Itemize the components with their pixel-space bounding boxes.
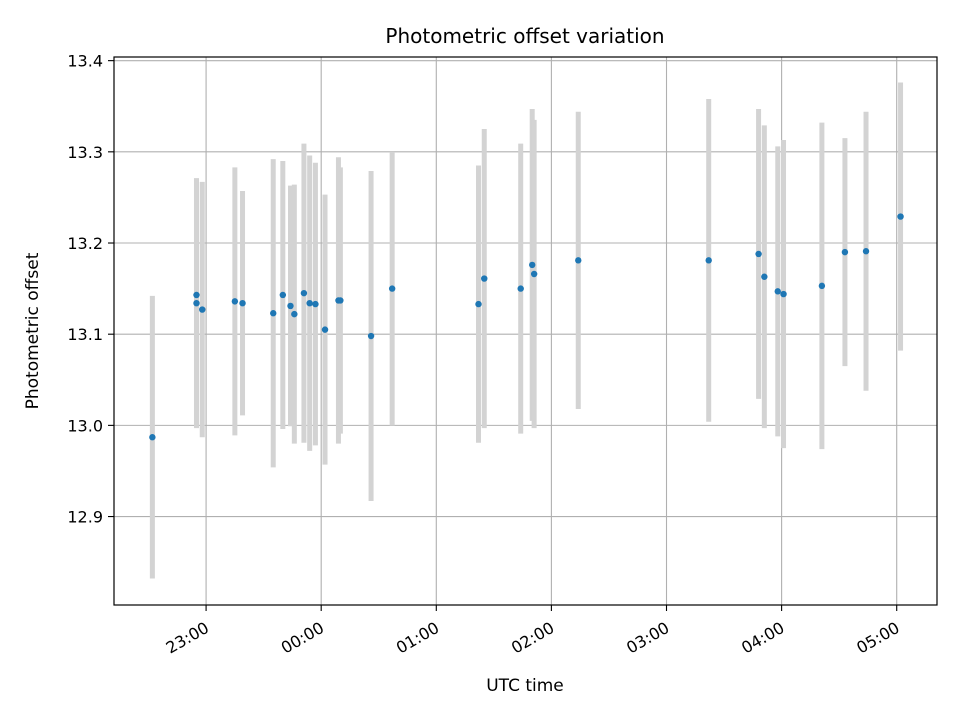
data-point [388, 285, 396, 292]
data-point [897, 213, 904, 220]
data-point [149, 434, 156, 441]
data-point [312, 300, 319, 308]
y-tick-label: 13.4 [67, 52, 103, 71]
data-point [530, 270, 538, 278]
data-point [321, 326, 329, 333]
data-points [149, 213, 904, 441]
data-point [575, 257, 582, 264]
data-point [755, 250, 762, 258]
grid-lines [114, 57, 937, 605]
y-tick-label: 12.9 [67, 508, 103, 527]
data-point [780, 290, 787, 298]
data-point [761, 273, 768, 280]
y-axis-ticks: 12.9 13.0 13.1 13.2 13.3 13.4 [67, 52, 114, 527]
data-point [199, 306, 206, 313]
data-point [337, 297, 344, 304]
data-point [239, 299, 246, 307]
data-point [306, 299, 313, 307]
data-point [231, 298, 239, 305]
data-point [529, 261, 536, 269]
data-point [300, 289, 308, 297]
data-point [481, 275, 488, 282]
data-point [774, 288, 781, 295]
y-tick-label: 13.1 [67, 325, 103, 344]
data-point [475, 300, 482, 308]
chart-title: Photometric offset variation [385, 24, 664, 48]
data-point [279, 291, 287, 299]
data-point [517, 285, 524, 292]
y-axis-label: Photometric offset [23, 252, 43, 409]
y-tick-label: 13.2 [67, 234, 103, 253]
data-point [287, 302, 294, 310]
y-tick-label: 13.3 [67, 143, 103, 162]
data-point [841, 248, 849, 256]
data-point [270, 310, 277, 317]
data-point [291, 310, 298, 318]
plot-frame [113, 56, 938, 606]
data-point [818, 282, 826, 290]
data-point [862, 248, 870, 255]
data-point [193, 299, 200, 307]
data-point [705, 257, 712, 264]
x-axis-label: UTC time [486, 676, 564, 696]
data-point [367, 332, 375, 340]
y-tick-label: 13.0 [67, 416, 103, 435]
data-point [193, 291, 200, 299]
